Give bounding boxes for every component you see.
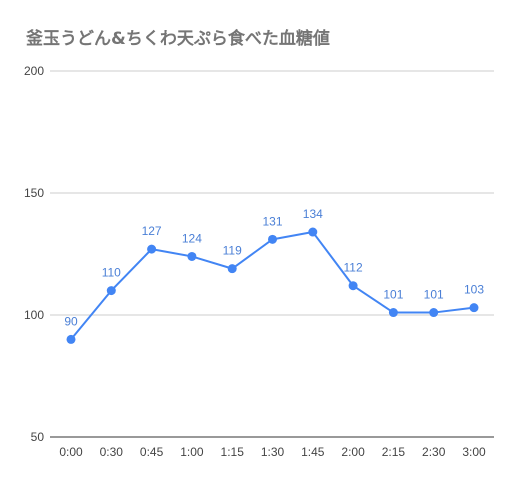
data-label: 90: [64, 314, 78, 328]
series-layer: [66, 227, 479, 344]
data-label: 103: [464, 283, 484, 297]
data-point: [429, 308, 439, 318]
data-label: 127: [142, 224, 162, 238]
y-tick-label: 100: [24, 308, 44, 322]
data-label: 124: [182, 231, 202, 245]
x-tick-label: 2:30: [422, 445, 446, 459]
data-point: [308, 227, 318, 237]
grid-layer: [50, 70, 494, 438]
x-tick-label: 2:15: [382, 445, 406, 459]
data-labels: 90 110 127 124 119 131 134 112 101 101 103: [64, 207, 484, 328]
data-point: [388, 308, 398, 318]
data-point: [147, 244, 157, 254]
data-point: [66, 334, 76, 344]
x-tick-label: 0:00: [59, 445, 83, 459]
x-axis-ticks: 0:00 0:30 0:45 1:00 1:15 1:30 1:45 2:00 2:15 2:30…: [59, 445, 486, 459]
x-tick-label: 1:30: [261, 445, 285, 459]
x-tick-label: 1:00: [180, 445, 204, 459]
y-tick-label: 150: [24, 186, 44, 200]
data-label: 112: [344, 261, 363, 275]
x-tick-label: 3:00: [462, 445, 486, 459]
series-line: [70, 231, 475, 341]
data-point: [106, 286, 116, 296]
x-tick-label: 1:15: [221, 445, 245, 459]
data-label: 131: [262, 214, 282, 228]
data-label: 119: [223, 244, 242, 258]
chart-title: 釜玉うどん&ちくわ天ぷら食べた血糖値: [26, 29, 330, 49]
data-point: [469, 303, 479, 313]
data-label: 134: [303, 207, 323, 221]
data-label: 101: [383, 288, 403, 302]
y-tick-label: 200: [24, 64, 44, 78]
y-tick-label: 50: [31, 430, 45, 444]
data-label: 101: [424, 288, 444, 302]
data-point: [187, 251, 197, 261]
data-label: 110: [102, 266, 121, 280]
data-point: [268, 234, 277, 244]
data-point: [348, 281, 358, 291]
data-point: [227, 264, 237, 274]
x-tick-label: 0:30: [100, 445, 124, 459]
y-axis-ticks: 50 100 150 200: [24, 64, 44, 444]
x-tick-label: 0:45: [140, 445, 164, 459]
x-tick-label: 1:45: [301, 445, 325, 459]
x-tick-label: 2:00: [341, 445, 365, 459]
